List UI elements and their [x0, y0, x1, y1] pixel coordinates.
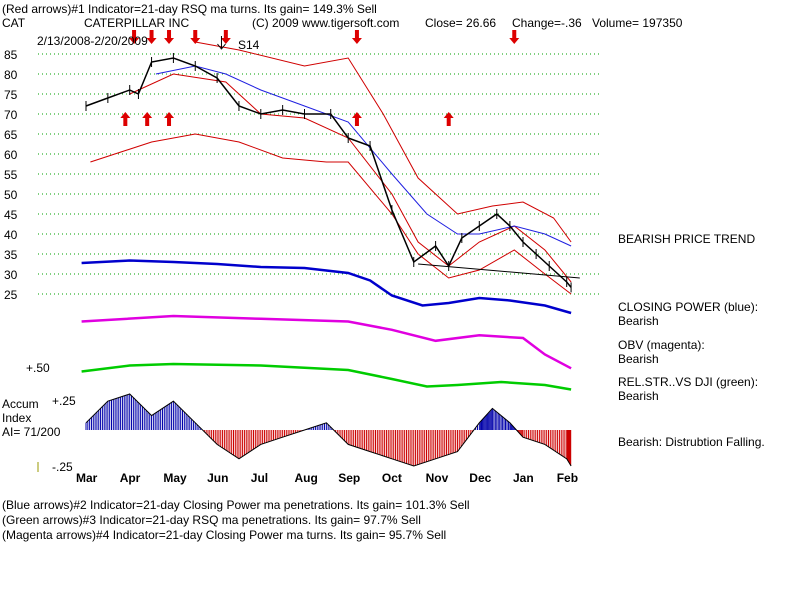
- month-label: Sep: [338, 471, 360, 485]
- y-tick-label: 55: [4, 168, 18, 182]
- month-label: Oct: [382, 471, 402, 485]
- price-axis-ticks: 85 80 75 70 65 60 55 50 45 40 35 30 25: [4, 48, 18, 302]
- accum-annotation: Bearish: Distrubtion Falling.: [618, 435, 765, 449]
- ticker-symbol: CAT: [2, 16, 26, 30]
- y-tick-label: 35: [4, 248, 18, 262]
- trend-annotation: BEARISH PRICE TREND: [618, 232, 756, 246]
- y-tick-label: 40: [4, 228, 18, 242]
- signal-arrow-icon: [217, 36, 226, 50]
- rel-strength-title: REL.STR..VS DJI (green):: [618, 375, 759, 389]
- buy-arrow-icon: [164, 112, 175, 126]
- signal-label: S14: [238, 38, 260, 52]
- signal-arrows: [120, 30, 520, 126]
- y-tick-label: 45: [4, 208, 18, 222]
- rel-strength-line: [81, 362, 572, 391]
- month-label: Nov: [426, 471, 449, 485]
- obv-title: OBV (magenta):: [618, 338, 705, 352]
- change-value: Change=-.36: [512, 16, 582, 30]
- obv-line: [81, 314, 572, 370]
- y-tick-label: 25: [4, 288, 18, 302]
- rel-strength-status: Bearish: [618, 389, 659, 403]
- footer-indicator-3: (Green arrows)#3 Indicator=21-day RSQ ma…: [2, 513, 421, 527]
- accum-minus-scale: -.25: [52, 460, 73, 474]
- volume-value: Volume= 197350: [592, 16, 683, 30]
- month-label: Dec: [469, 471, 491, 485]
- obv-status: Bearish: [618, 352, 659, 366]
- accum-title: Accum: [2, 397, 39, 411]
- buy-arrow-icon: [120, 112, 131, 126]
- sell-arrow-icon: [220, 30, 231, 44]
- footer-indicator-2: (Blue arrows)#2 Indicator=21-day Closing…: [2, 498, 470, 512]
- y-tick-label: 30: [4, 268, 18, 282]
- buy-arrow-icon: [351, 112, 362, 126]
- y-tick-label: 85: [4, 48, 18, 62]
- close-value: Close= 26.66: [425, 16, 497, 30]
- sell-arrow-icon: [164, 30, 175, 44]
- month-label: Jul: [251, 471, 268, 485]
- header-indicator-1: (Red arrows)#1 Indicator=21-day RSQ ma t…: [2, 2, 377, 16]
- closing-power-title: CLOSING POWER (blue):: [618, 300, 759, 314]
- month-label: Feb: [557, 471, 578, 485]
- price-line: [85, 57, 572, 288]
- rel-strength-scale-label: +.50: [26, 361, 50, 375]
- chart-series: [37, 41, 580, 472]
- inner-band-line: [129, 73, 572, 283]
- sell-arrow-icon: [351, 30, 362, 44]
- month-label: Mar: [76, 471, 98, 485]
- y-tick-label: 80: [4, 68, 18, 82]
- accum-plus-scale: +.25: [52, 394, 76, 408]
- month-label: Jan: [513, 471, 534, 485]
- footer-indicator-4: (Magenta arrows)#4 Indicator=21-day Clos…: [2, 528, 447, 542]
- accum-index-line: [85, 393, 572, 467]
- moving-average-line: [155, 65, 572, 247]
- date-range: 2/13/2008-2/20/2009: [37, 34, 148, 48]
- sell-arrow-icon: [190, 30, 201, 44]
- upper-band-line: [195, 41, 572, 243]
- y-tick-label: 75: [4, 88, 18, 102]
- lower-band-line: [90, 133, 572, 295]
- sell-arrow-icon: [129, 30, 140, 44]
- y-tick-label: 65: [4, 128, 18, 142]
- price-gridlines: [38, 53, 600, 295]
- company-name: CATERPILLAR INC: [84, 16, 190, 30]
- buy-arrow-icon: [142, 112, 153, 126]
- month-label: Jun: [207, 471, 228, 485]
- closing-power-status: Bearish: [618, 314, 659, 328]
- trend-line: [418, 263, 580, 279]
- closing-power-line: [81, 259, 572, 315]
- sell-arrow-icon: [509, 30, 520, 44]
- month-label: May: [163, 471, 187, 485]
- buy-arrow-icon: [443, 112, 454, 126]
- month-label: Aug: [295, 471, 318, 485]
- month-axis-labels: Mar Apr May Jun Jul Aug Sep Oct Nov Dec Jan Feb: [76, 471, 578, 485]
- month-label: Apr: [120, 471, 141, 485]
- y-tick-label: 60: [4, 148, 18, 162]
- accum-ai-value: AI= 71/200: [2, 425, 61, 439]
- y-tick-label: 70: [4, 108, 18, 122]
- copyright: (C) 2009 www.tigersoft.com: [252, 16, 400, 30]
- sell-arrow-icon: [146, 30, 157, 44]
- accum-index-label: Index: [2, 411, 32, 425]
- y-tick-label: 50: [4, 188, 18, 202]
